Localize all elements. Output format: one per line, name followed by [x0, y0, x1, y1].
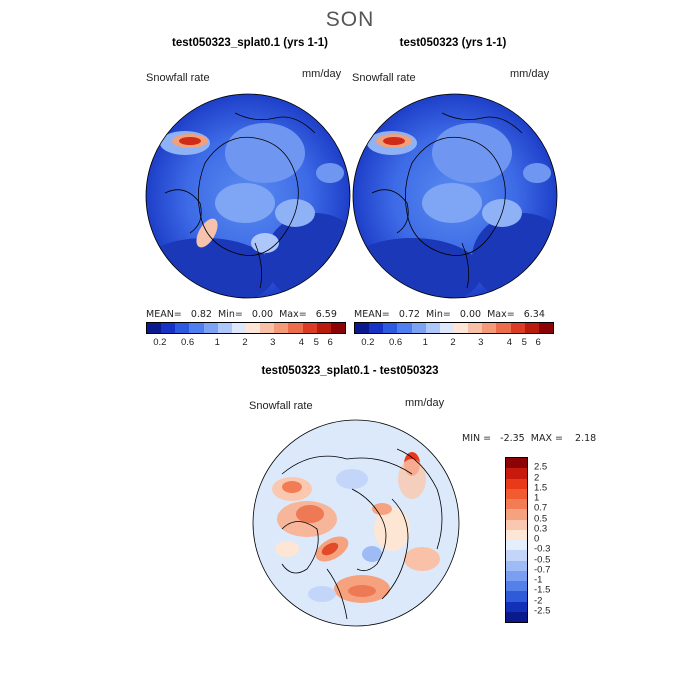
level-label: 0.5 [534, 513, 548, 524]
diff-units: mm/day [405, 397, 445, 409]
tick: 3 [270, 337, 276, 348]
level-label: 2.5 [534, 461, 548, 473]
tick: 6 [327, 337, 333, 348]
level-label: -1.5 [534, 584, 551, 596]
tick: 0.6 [180, 337, 195, 348]
level-label: 2 [534, 472, 540, 483]
panel2-units: mm/day [510, 68, 550, 80]
panel1-field-name: Snowfall rate [146, 72, 210, 84]
season-title: SON [325, 8, 375, 31]
diff-colorbar [505, 457, 528, 623]
panel1-colorbar-ticks: 0.2 0.6 1 2 3 4 5 6 [146, 337, 344, 349]
tick: 4 [506, 337, 513, 348]
tick: 1 [214, 337, 220, 348]
diff-title: test050323_splat0.1 - test050323 [261, 365, 439, 377]
tick: 5 [313, 337, 319, 348]
panel2-map [352, 93, 558, 299]
panel1-colorbar [146, 322, 346, 334]
tick: 0.2 [153, 337, 167, 348]
panel2-colorbar [354, 322, 554, 334]
level-label: 0.7 [534, 502, 548, 514]
tick: 3 [478, 337, 484, 348]
level-label: 1.5 [534, 482, 548, 494]
panel1-map [145, 93, 351, 299]
diff-colorbar-labels: 2.5 2 1.5 1 0.7 0.5 0.3 0 -0.3 -0.5 -0.7… [534, 457, 574, 621]
panel2-title: test050323 (yrs 1-1) [399, 37, 507, 49]
level-label: -2.5 [534, 605, 551, 617]
panel2-stats: MEAN= 0.72 Min= 0.00 Max= 6.34 [354, 309, 545, 320]
tick: 4 [298, 337, 305, 348]
level-label: -0.5 [534, 554, 551, 565]
panel1-stats: MEAN= 0.82 Min= 0.00 Max= 6.59 [146, 309, 337, 320]
level-label: 1 [534, 492, 540, 504]
level-label: -0.7 [534, 564, 551, 576]
level-label: -1 [534, 574, 543, 586]
level-label: 0 [534, 533, 540, 545]
diff-field-name: Snowfall rate [249, 400, 313, 412]
level-label: -2 [534, 595, 543, 606]
level-label: -0.3 [534, 543, 551, 555]
tick: 0.6 [388, 337, 403, 348]
tick: 2 [450, 337, 456, 348]
diff-map [252, 419, 460, 627]
level-label: 0.3 [534, 523, 548, 535]
tick: 0.2 [361, 337, 375, 348]
tick: 2 [242, 337, 248, 348]
panel2-colorbar-ticks: 0.2 0.6 1 2 3 4 5 6 [354, 337, 552, 349]
tick: 5 [521, 337, 527, 348]
tick: 6 [535, 337, 541, 348]
diff-stats: MIN = -2.35 MAX = 2.18 [462, 433, 597, 444]
panel1-units: mm/day [302, 68, 342, 80]
tick: 1 [422, 337, 428, 348]
panel2-field-name: Snowfall rate [352, 72, 416, 84]
panel1-title: test050323_splat0.1 (yrs 1-1) [172, 37, 328, 49]
